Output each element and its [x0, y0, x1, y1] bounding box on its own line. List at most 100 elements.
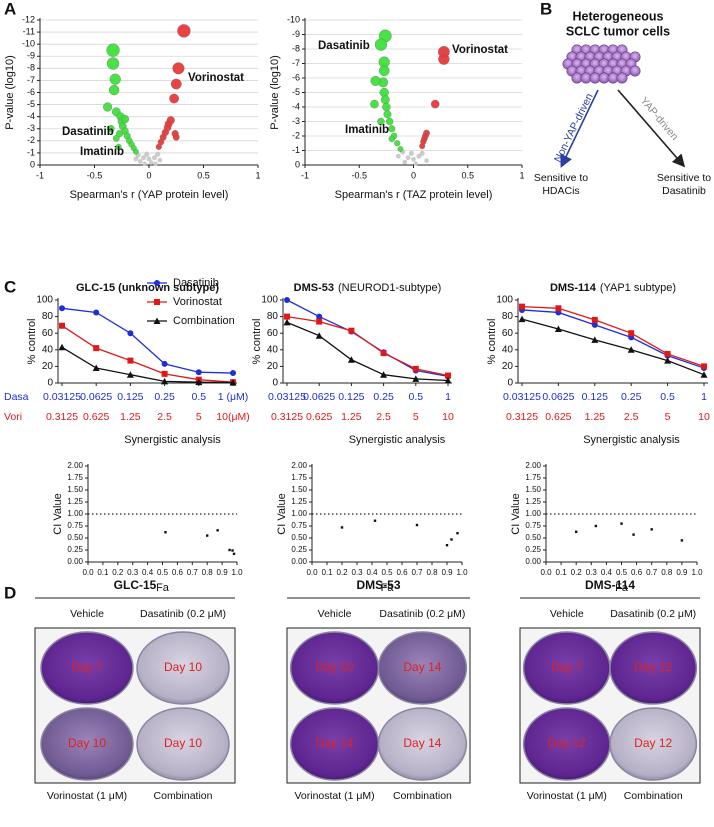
- series-line: [521, 309, 705, 369]
- marker: [59, 322, 65, 329]
- y-tick-label: 1.25: [291, 497, 307, 506]
- x-tick-label: 0.9: [676, 568, 688, 577]
- point: [172, 133, 180, 141]
- point: [106, 43, 120, 57]
- y-tick-label: 100: [36, 295, 53, 306]
- marker: [127, 330, 134, 337]
- x-tick-label: 0.3: [586, 568, 598, 577]
- point: [133, 148, 139, 155]
- x-tick-label: 0.25: [154, 391, 175, 403]
- y-tick-label: 100: [261, 295, 278, 306]
- y-axis-label: P-value (log10): [4, 55, 16, 130]
- y-tick-label: 0.25: [67, 545, 83, 554]
- series-line: [521, 305, 705, 368]
- point: [424, 158, 429, 163]
- x-tick-label-secondary: 2.5: [376, 411, 391, 423]
- x-tick-label-secondary: 0.625: [306, 411, 332, 423]
- plate: [377, 707, 468, 781]
- point: [415, 523, 419, 527]
- x-tick-label: 0.3: [351, 568, 363, 577]
- marker: [519, 303, 525, 310]
- plate-group-title: DMS-53: [356, 578, 400, 592]
- annotation: Vorinostat: [452, 44, 508, 56]
- marker: [591, 336, 599, 343]
- plate-group-title: GLC-15: [114, 578, 157, 592]
- y-tick-label: 60: [502, 328, 514, 339]
- y-tick-label: 60: [267, 328, 279, 339]
- x-tick-label-secondary: 0.625: [545, 411, 571, 423]
- point: [146, 156, 152, 162]
- chart-title-main: GLC-15 (unknown subtype): [76, 282, 219, 294]
- y-tick-label: 40: [502, 344, 514, 355]
- x-axis-label: Fa: [381, 582, 395, 594]
- point: [107, 124, 115, 133]
- marker: [283, 318, 291, 326]
- y-tick-label: -4: [27, 111, 35, 121]
- point: [378, 65, 390, 77]
- chart-subtitle: (YAP1 subtype): [600, 282, 676, 294]
- y-axis-label: % control: [26, 319, 38, 365]
- y-tick-label: 1.00: [67, 509, 83, 518]
- marker: [412, 365, 419, 372]
- point: [115, 130, 124, 138]
- x-tick-label: 0.6: [396, 568, 408, 577]
- x-tick-label: 1.0: [691, 568, 703, 577]
- marker: [59, 305, 65, 312]
- row-label: Dasa: [4, 391, 29, 403]
- x-tick-label-secondary: 0.625: [83, 411, 109, 423]
- plate-label: Vorinostat (1 μM): [294, 790, 374, 802]
- x-tick-label: 0.125: [338, 391, 364, 403]
- x-tick-label: 0.7: [646, 568, 658, 577]
- chart-title-main: DMS-53: [294, 282, 334, 294]
- y-tick-label: 20: [502, 361, 514, 372]
- point: [157, 157, 163, 163]
- panel-label: B: [540, 0, 552, 18]
- y-tick-label: -4: [292, 101, 300, 111]
- marker: [93, 309, 100, 316]
- point: [148, 160, 154, 165]
- x-tick-label: 1 (μM): [218, 391, 249, 403]
- plate-label: Combination: [154, 790, 213, 802]
- chart-title: Synergistic analysis: [349, 434, 446, 446]
- plate: [136, 707, 230, 781]
- y-tick-label: 60: [42, 328, 54, 339]
- legend-label: Combination: [173, 315, 235, 327]
- plate-label: Vorinostat (1 μM): [527, 790, 607, 802]
- x-axis-label: Spearman's r (TAZ protein level): [335, 189, 493, 201]
- series-line: [61, 325, 234, 383]
- point: [419, 150, 425, 156]
- x-tick-label: 0.8: [202, 568, 214, 577]
- x-tick-label: 0.125: [582, 391, 608, 403]
- x-tick-label: 0.4: [366, 568, 378, 577]
- x-tick-label: 0.5: [197, 170, 210, 180]
- point: [394, 140, 401, 147]
- plate: [377, 631, 468, 705]
- point: [416, 153, 422, 159]
- marker: [284, 313, 290, 320]
- x-tick-label: 0.5: [381, 568, 393, 577]
- y-tick-label: -1: [292, 145, 300, 155]
- branch-outcome: Sensitive to: [534, 172, 588, 184]
- y-tick-label: 1.75: [67, 473, 83, 482]
- annotation: Dasatinib: [318, 40, 370, 52]
- marker: [555, 305, 562, 312]
- y-tick-label: 2.00: [67, 461, 83, 470]
- point: [370, 99, 379, 109]
- point: [170, 78, 182, 90]
- plate-label: Vehicle: [318, 608, 352, 620]
- branch-label: Non-YAP-driven: [552, 91, 596, 164]
- y-tick-label: 0.00: [67, 557, 83, 566]
- point: [419, 143, 426, 150]
- point: [112, 135, 120, 142]
- marker: [229, 379, 237, 386]
- point: [680, 539, 684, 542]
- marker: [315, 332, 323, 339]
- point: [620, 522, 623, 525]
- point: [133, 156, 139, 162]
- x-tick-label-secondary: 1.25: [120, 411, 141, 423]
- annotation: Vorinostat: [188, 72, 244, 84]
- x-tick-label: 0.0: [540, 568, 552, 577]
- marker: [347, 356, 355, 363]
- y-tick-label: 2.00: [525, 461, 541, 470]
- marker: [664, 350, 671, 357]
